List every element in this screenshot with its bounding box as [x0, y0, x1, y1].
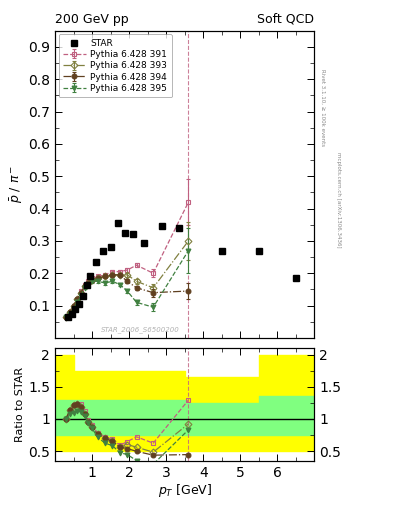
- STAR: [108, 244, 113, 250]
- Text: 200 GeV pp: 200 GeV pp: [55, 13, 129, 26]
- Text: Soft QCD: Soft QCD: [257, 13, 314, 26]
- STAR: [123, 230, 128, 236]
- Y-axis label: Ratio to STAR: Ratio to STAR: [15, 367, 26, 442]
- Text: STAR_2006_S6500200: STAR_2006_S6500200: [101, 326, 180, 333]
- Text: mcplots.cern.ch [arXiv:1306.3436]: mcplots.cern.ch [arXiv:1306.3436]: [336, 152, 341, 247]
- STAR: [69, 311, 74, 317]
- STAR: [257, 247, 261, 253]
- Y-axis label: $\bar{p}$ / $\pi^-$: $\bar{p}$ / $\pi^-$: [9, 165, 26, 203]
- STAR: [294, 275, 298, 281]
- STAR: [160, 223, 165, 229]
- STAR: [101, 247, 106, 253]
- STAR: [88, 273, 93, 280]
- STAR: [177, 225, 182, 231]
- STAR: [141, 240, 146, 246]
- STAR: [81, 293, 85, 299]
- STAR: [116, 220, 120, 226]
- STAR: [219, 247, 224, 253]
- STAR: [130, 231, 135, 238]
- STAR: [73, 306, 78, 312]
- STAR: [77, 301, 81, 307]
- STAR: [66, 314, 70, 320]
- STAR: [84, 282, 89, 288]
- Line: STAR: STAR: [64, 220, 299, 321]
- X-axis label: $p_T$ [GeV]: $p_T$ [GeV]: [158, 482, 212, 499]
- Text: Rivet 3.1.10, ≥ 100k events: Rivet 3.1.10, ≥ 100k events: [320, 69, 325, 146]
- STAR: [94, 259, 98, 265]
- Legend: STAR, Pythia 6.428 391, Pythia 6.428 393, Pythia 6.428 394, Pythia 6.428 395: STAR, Pythia 6.428 391, Pythia 6.428 393…: [59, 34, 172, 97]
